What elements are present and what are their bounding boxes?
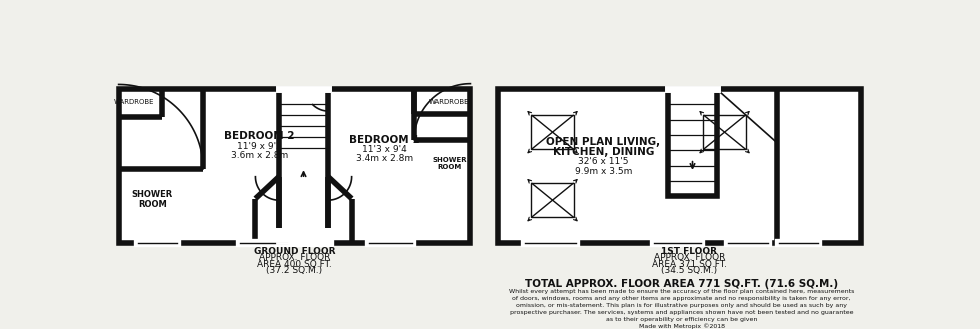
Text: APPROX. FLOOR: APPROX. FLOOR [654,253,725,262]
Text: 3.6m x 2.8m: 3.6m x 2.8m [230,151,288,160]
Text: AREA 400 SQ.FT.: AREA 400 SQ.FT. [257,260,332,268]
Bar [531,183,573,217]
Bar [777,89,861,243]
Bar [716,89,777,196]
Text: 11'3 x 9'4: 11'3 x 9'4 [362,145,407,154]
Bar [668,89,716,196]
Text: KITCHEN, DINING: KITCHEN, DINING [553,147,654,157]
Text: 9.9m x 3.5m: 9.9m x 3.5m [574,167,632,176]
Text: 11'9 x 9'2: 11'9 x 9'2 [237,142,281,151]
Text: OPEN PLAN LIVING,: OPEN PLAN LIVING, [546,137,661,146]
Text: Whilst every attempt has been made to ensure the accuracy of the floor plan cont: Whilst every attempt has been made to en… [509,289,855,329]
Text: ROOM: ROOM [437,164,462,170]
Text: WARDROBE: WARDROBE [114,99,155,105]
Bar [531,115,573,149]
Text: WARDROBE: WARDROBE [428,99,468,105]
Text: 3.4m x 2.8m: 3.4m x 2.8m [356,154,413,163]
Text: SHOWER: SHOWER [432,157,466,163]
Text: GROUND FLOOR: GROUND FLOOR [254,247,335,256]
Text: ROOM: ROOM [138,200,167,209]
Text: AREA 371 SQ.FT.: AREA 371 SQ.FT. [652,260,727,268]
Text: (34.5 SQ.M.): (34.5 SQ.M.) [662,266,717,275]
Text: BEDROOM 1: BEDROOM 1 [349,135,419,145]
Text: SHOWER: SHOWER [131,190,172,199]
Bar [119,89,470,243]
Text: 32'6 x 11'5: 32'6 x 11'5 [578,157,628,166]
Text: 1ST FLOOR: 1ST FLOOR [662,247,717,256]
Text: APPROX. FLOOR: APPROX. FLOOR [259,253,330,262]
Text: BEDROOM 2: BEDROOM 2 [224,131,295,141]
Bar [498,89,861,243]
Text: TOTAL APPROX. FLOOR AREA 771 SQ.FT. (71.6 SQ.M.): TOTAL APPROX. FLOOR AREA 771 SQ.FT. (71.… [525,279,838,289]
Bar [704,115,746,149]
Text: (37.2 SQ.M.): (37.2 SQ.M.) [267,266,322,275]
